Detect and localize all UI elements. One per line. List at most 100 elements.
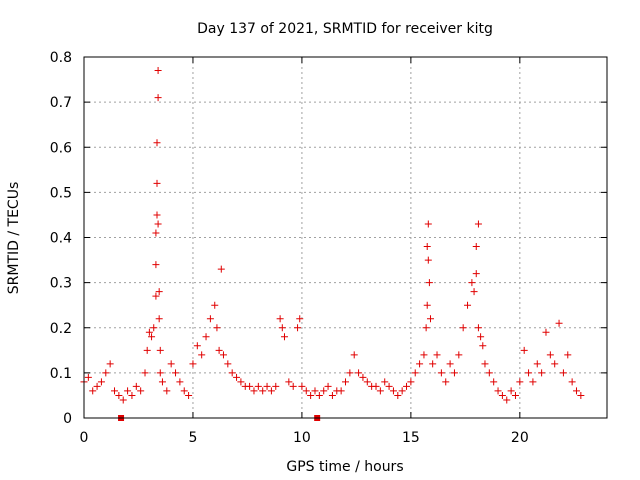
data-point: [311, 387, 319, 395]
data-point: [215, 346, 223, 354]
data-point: [154, 67, 162, 75]
y-axis-label: SRMTID / TECUs: [6, 182, 22, 295]
data-point: [145, 328, 153, 336]
data-point: [302, 387, 310, 395]
y-tick-label: 0.2: [50, 321, 72, 337]
data-point: [494, 387, 502, 395]
data-point: [376, 387, 384, 395]
data-point: [294, 324, 302, 332]
y-tick-label: 0.5: [50, 185, 72, 201]
data-point: [119, 396, 127, 404]
y-tick-label: 0.3: [50, 276, 72, 292]
data-point: [224, 360, 232, 368]
data-point: [152, 261, 160, 269]
data-point: [363, 378, 371, 386]
data-point: [324, 382, 332, 390]
data-point: [411, 369, 419, 377]
data-point: [359, 373, 367, 381]
data-point: [141, 369, 149, 377]
data-point: [202, 333, 210, 341]
data-point: [298, 382, 306, 390]
data-point: [276, 315, 284, 323]
data-point: [132, 382, 140, 390]
data-point: [193, 342, 201, 350]
data-point: [423, 243, 431, 251]
data-point: [148, 333, 156, 341]
data-point: [217, 265, 225, 273]
data-point: [350, 351, 358, 359]
data-point: [470, 288, 478, 296]
grid: [84, 57, 607, 418]
data-point: [551, 360, 559, 368]
y-tick-label: 0.7: [50, 95, 72, 111]
data-point: [355, 369, 363, 377]
data-point: [156, 369, 164, 377]
data-point: [320, 387, 328, 395]
data-point: [479, 342, 487, 350]
data-point: [155, 315, 163, 323]
plot-frame: [83, 56, 608, 419]
data-point: [372, 382, 380, 390]
data-point: [172, 369, 180, 377]
data-point: [228, 369, 236, 377]
data-point: [474, 220, 482, 228]
data-point: [346, 369, 354, 377]
data-point: [459, 324, 467, 332]
x-tick-label: 15: [402, 430, 420, 446]
data-point: [115, 391, 123, 399]
data-point: [468, 279, 476, 287]
data-point: [529, 378, 537, 386]
data-point: [198, 351, 206, 359]
data-point: [180, 387, 188, 395]
data-point: [398, 387, 406, 395]
data-point: [342, 378, 349, 386]
data-point: [189, 360, 197, 368]
data-point: [546, 351, 554, 359]
chart-title: Day 137 of 2021, SRMTID for receiver kit…: [197, 21, 493, 37]
data-point: [389, 387, 397, 395]
data-point: [424, 256, 432, 264]
data-point: [424, 220, 432, 228]
data-point: [213, 324, 221, 332]
data-point: [481, 360, 489, 368]
data-point: [416, 360, 424, 368]
data-point: [163, 387, 171, 395]
data-point: [206, 315, 214, 323]
data-point: [542, 328, 550, 336]
data-point: [407, 378, 415, 386]
data-points: [80, 67, 585, 421]
data-point: [152, 292, 160, 300]
data-point: [555, 319, 563, 327]
data-point: [153, 139, 161, 147]
data-point: [263, 382, 271, 390]
data-point: [158, 378, 166, 386]
data-point: [507, 387, 515, 395]
data-point: [520, 346, 528, 354]
data-point: [185, 391, 193, 399]
data-point: [429, 360, 437, 368]
data-point: [472, 270, 480, 278]
data-point: [289, 382, 297, 390]
data-point: [485, 369, 493, 377]
data-point: [403, 382, 411, 390]
data-point: [296, 315, 304, 323]
data-point: [533, 360, 541, 368]
y-tick-label: 0.8: [50, 50, 72, 66]
data-point: [503, 396, 511, 404]
data-point: [167, 360, 175, 368]
data-point: [328, 391, 336, 399]
data-point: [423, 301, 431, 309]
data-point: [219, 351, 227, 359]
data-point: [143, 346, 151, 354]
data-point: [246, 382, 254, 390]
data-point: [153, 211, 161, 219]
data-point: [267, 387, 275, 395]
data-point: [394, 391, 402, 399]
data-point: [211, 301, 219, 309]
data-point: [572, 387, 580, 395]
x-tick-label: 20: [511, 430, 529, 446]
data-point: [455, 351, 463, 359]
data-point: [124, 387, 132, 395]
data-point: [154, 94, 162, 102]
data-point: [237, 378, 245, 386]
